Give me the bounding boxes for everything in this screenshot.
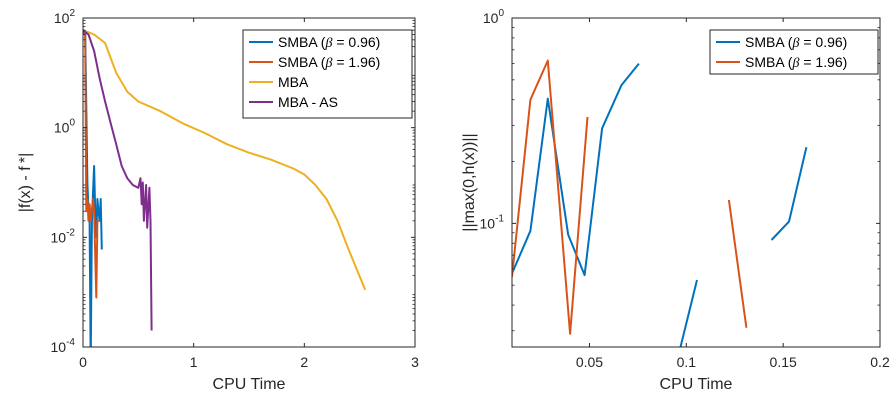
left-legend-box bbox=[242, 29, 413, 119]
right-series-line-1-seg-3 bbox=[770, 146, 808, 241]
right-series-line-2-seg-2 bbox=[727, 199, 748, 328]
left-series-group bbox=[83, 29, 367, 347]
right-chart-panel: 0.05 0.1 0.15 0.2 10-1 100 CPU Time ||max(0,h(x… bbox=[461, 8, 890, 393]
right-series-line-1-seg-2 bbox=[679, 279, 698, 347]
left-y-tick-label: 100 bbox=[54, 118, 76, 136]
left-series-line-4 bbox=[83, 29, 153, 331]
right-legend-entry-2: SMBA (β = 1.96) bbox=[745, 54, 847, 71]
right-legend: SMBA (β = 0.96) SMBA (β = 1.96) bbox=[709, 29, 879, 75]
left-x-tick-label: 3 bbox=[411, 354, 419, 370]
right-axes-frame bbox=[511, 17, 881, 348]
left-y-axis-label: |f(x) - f *| bbox=[17, 153, 34, 213]
right-x-tick-label: 0.05 bbox=[576, 354, 603, 370]
left-y-tick-label: 10-2 bbox=[51, 227, 76, 245]
right-series-line-2-seg-1 bbox=[512, 59, 589, 335]
left-x-axis-label: CPU Time bbox=[213, 376, 286, 393]
left-series-line-1 bbox=[83, 29, 103, 347]
right-series-group bbox=[512, 59, 808, 347]
right-y-tick-label: 10-1 bbox=[480, 213, 505, 231]
left-axes-frame bbox=[82, 17, 416, 348]
left-series-line-2 bbox=[83, 31, 100, 299]
left-chart-panel: 0 1 2 3 10-4 10-2 100 102 CPU Time |f(x) - f *| SM… bbox=[17, 8, 419, 393]
right-x-axis-label: CPU Time bbox=[660, 376, 733, 393]
right-y-tick-label: 100 bbox=[483, 8, 505, 26]
left-legend-entry-4: MBA - AS bbox=[278, 94, 338, 110]
right-x-tick-label: 0.2 bbox=[870, 354, 890, 370]
left-x-tick-label: 2 bbox=[300, 354, 308, 370]
left-legend-entry-3: MBA bbox=[278, 74, 309, 90]
left-legend: SMBA (β = 0.96) SMBA (β = 1.96) MBA MBA - A… bbox=[242, 29, 413, 119]
left-legend-entry-2: SMBA (β = 1.96) bbox=[278, 54, 380, 71]
left-y-tick-label: 10-4 bbox=[51, 337, 76, 355]
left-series-line-3 bbox=[83, 29, 367, 291]
left-y-tick-label: 102 bbox=[54, 8, 76, 26]
left-x-tick-label: 0 bbox=[79, 354, 87, 370]
right-y-axis-label: ||max(0,h(x))|| bbox=[461, 133, 478, 231]
left-x-tick-label: 1 bbox=[190, 354, 198, 370]
right-x-tick-label: 0.1 bbox=[677, 354, 697, 370]
right-x-tick-label: 0.15 bbox=[770, 354, 797, 370]
right-legend-entry-1: SMBA (β = 0.96) bbox=[745, 34, 847, 51]
left-legend-entry-1: SMBA (β = 0.96) bbox=[278, 34, 380, 51]
right-legend-box bbox=[709, 29, 879, 75]
